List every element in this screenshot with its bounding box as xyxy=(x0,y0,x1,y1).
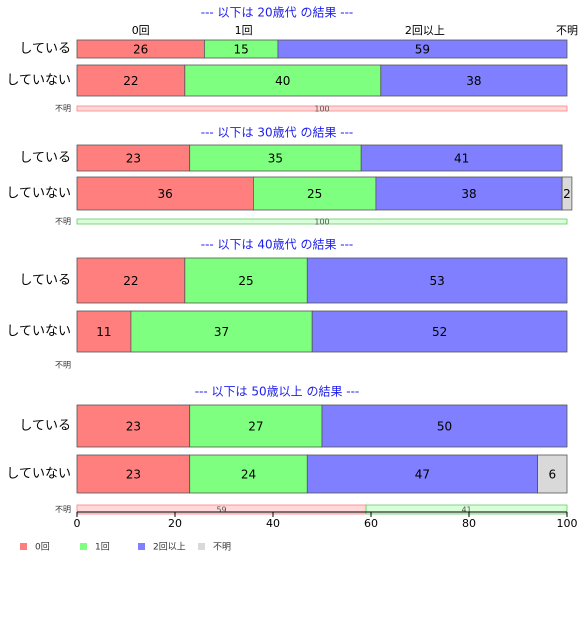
bar-value-label: 22 xyxy=(123,74,138,88)
bar-segment xyxy=(321,404,568,448)
row-label: している xyxy=(19,273,71,288)
bar-value-label: 35 xyxy=(268,152,283,166)
x-tick-label: 100 xyxy=(557,517,578,530)
bar-value-label: 6 xyxy=(548,468,556,482)
legend-swatch xyxy=(80,543,87,550)
bar-segment xyxy=(375,176,563,211)
bar-segment xyxy=(360,144,563,172)
legend-swatch xyxy=(20,543,27,550)
legend-label: 1回 xyxy=(95,542,110,553)
bar-value-label: 27 xyxy=(248,420,263,434)
bar-value-label: 38 xyxy=(461,187,476,201)
x-tick-label: 60 xyxy=(364,517,378,530)
bar-value-label: 47 xyxy=(415,468,430,482)
panel-title: --- 以下は 20歳代 の結果 --- xyxy=(201,6,354,20)
panel-title: --- 以下は 30歳代 の結果 --- xyxy=(201,126,354,140)
bar-value-label: 23 xyxy=(126,468,141,482)
unknown-row-label: 不明 xyxy=(55,361,71,370)
top-category-label: 不明 xyxy=(556,24,578,37)
bar-value-label: 25 xyxy=(307,187,322,201)
bar-value-label: 11 xyxy=(96,325,111,339)
bar-segment xyxy=(189,144,362,172)
panel-title: --- 以下は 40歳代 の結果 --- xyxy=(201,238,354,252)
unknown-bar-segment xyxy=(365,504,568,515)
legend-label: 0回 xyxy=(35,542,50,553)
legend-swatch xyxy=(198,543,205,550)
bar-segment xyxy=(380,64,568,97)
x-tick-label: 80 xyxy=(462,517,476,530)
bar-segment xyxy=(184,64,382,97)
bar-value-label: 24 xyxy=(241,468,256,482)
bar-segment xyxy=(76,176,254,211)
bar-value-label: 50 xyxy=(437,420,452,434)
bar-value-label: 23 xyxy=(126,152,141,166)
legend-label: 不明 xyxy=(213,542,231,553)
bar-segment xyxy=(76,310,132,353)
bar-segment xyxy=(537,454,568,494)
bar-value-label: 52 xyxy=(432,325,447,339)
bar-segment xyxy=(252,176,377,211)
bar-value-label: 38 xyxy=(466,74,481,88)
legend-label: 2回以上 xyxy=(153,542,186,553)
bar-value-label: 22 xyxy=(123,274,138,288)
unknown-row-label: 不明 xyxy=(55,104,71,113)
x-tick-label: 0 xyxy=(74,517,81,530)
bar-value-label: 23 xyxy=(126,420,141,434)
top-category-label: 1回 xyxy=(235,24,253,37)
bar-segment xyxy=(130,310,313,353)
top-category-label: 0回 xyxy=(132,24,150,37)
legend-swatch xyxy=(138,543,145,550)
bar-value-label: 15 xyxy=(234,43,249,57)
bar-segment xyxy=(561,176,573,211)
bar-segment xyxy=(189,404,323,448)
bar-segment xyxy=(311,310,568,353)
unknown-value-label: 100 xyxy=(314,218,329,227)
bar-value-label: 41 xyxy=(454,152,469,166)
unknown-row-label: 不明 xyxy=(55,505,71,514)
bar-value-label: 59 xyxy=(415,43,430,57)
bar-segment xyxy=(306,454,538,494)
bar-segment xyxy=(76,404,191,448)
top-category-label: 2回以上 xyxy=(405,24,445,37)
row-label: している xyxy=(19,42,71,57)
panel-title: --- 以下は 50歳以上 の結果 --- xyxy=(195,385,360,399)
row-label: している xyxy=(19,419,71,434)
bar-segment xyxy=(306,257,568,304)
bar-value-label: 26 xyxy=(133,43,148,57)
unknown-value-label: 59 xyxy=(216,506,226,515)
bar-value-label: 40 xyxy=(275,74,290,88)
bar-value-label: 37 xyxy=(214,325,229,339)
bar-segment xyxy=(189,454,308,494)
bar-value-label: 25 xyxy=(238,274,253,288)
row-label: していない xyxy=(6,467,71,482)
bar-segment xyxy=(277,39,568,59)
row-label: していない xyxy=(6,73,71,88)
row-label: していない xyxy=(6,324,71,339)
unknown-value-label: 100 xyxy=(314,105,329,114)
row-label: していない xyxy=(6,186,71,201)
bar-segment xyxy=(76,144,191,172)
unknown-bar-segment xyxy=(76,105,568,112)
bar-segment xyxy=(76,257,186,304)
bar-value-label: 36 xyxy=(158,187,173,201)
x-tick-label: 40 xyxy=(266,517,280,530)
x-tick-label: 20 xyxy=(168,517,182,530)
unknown-value-label: 41 xyxy=(461,506,471,515)
row-label: している xyxy=(19,151,71,166)
bar-segment xyxy=(184,257,308,304)
bar-value-label: 2 xyxy=(563,187,571,201)
unknown-row-label: 不明 xyxy=(55,217,71,226)
unknown-bar-segment xyxy=(76,218,568,225)
bar-value-label: 53 xyxy=(430,274,445,288)
